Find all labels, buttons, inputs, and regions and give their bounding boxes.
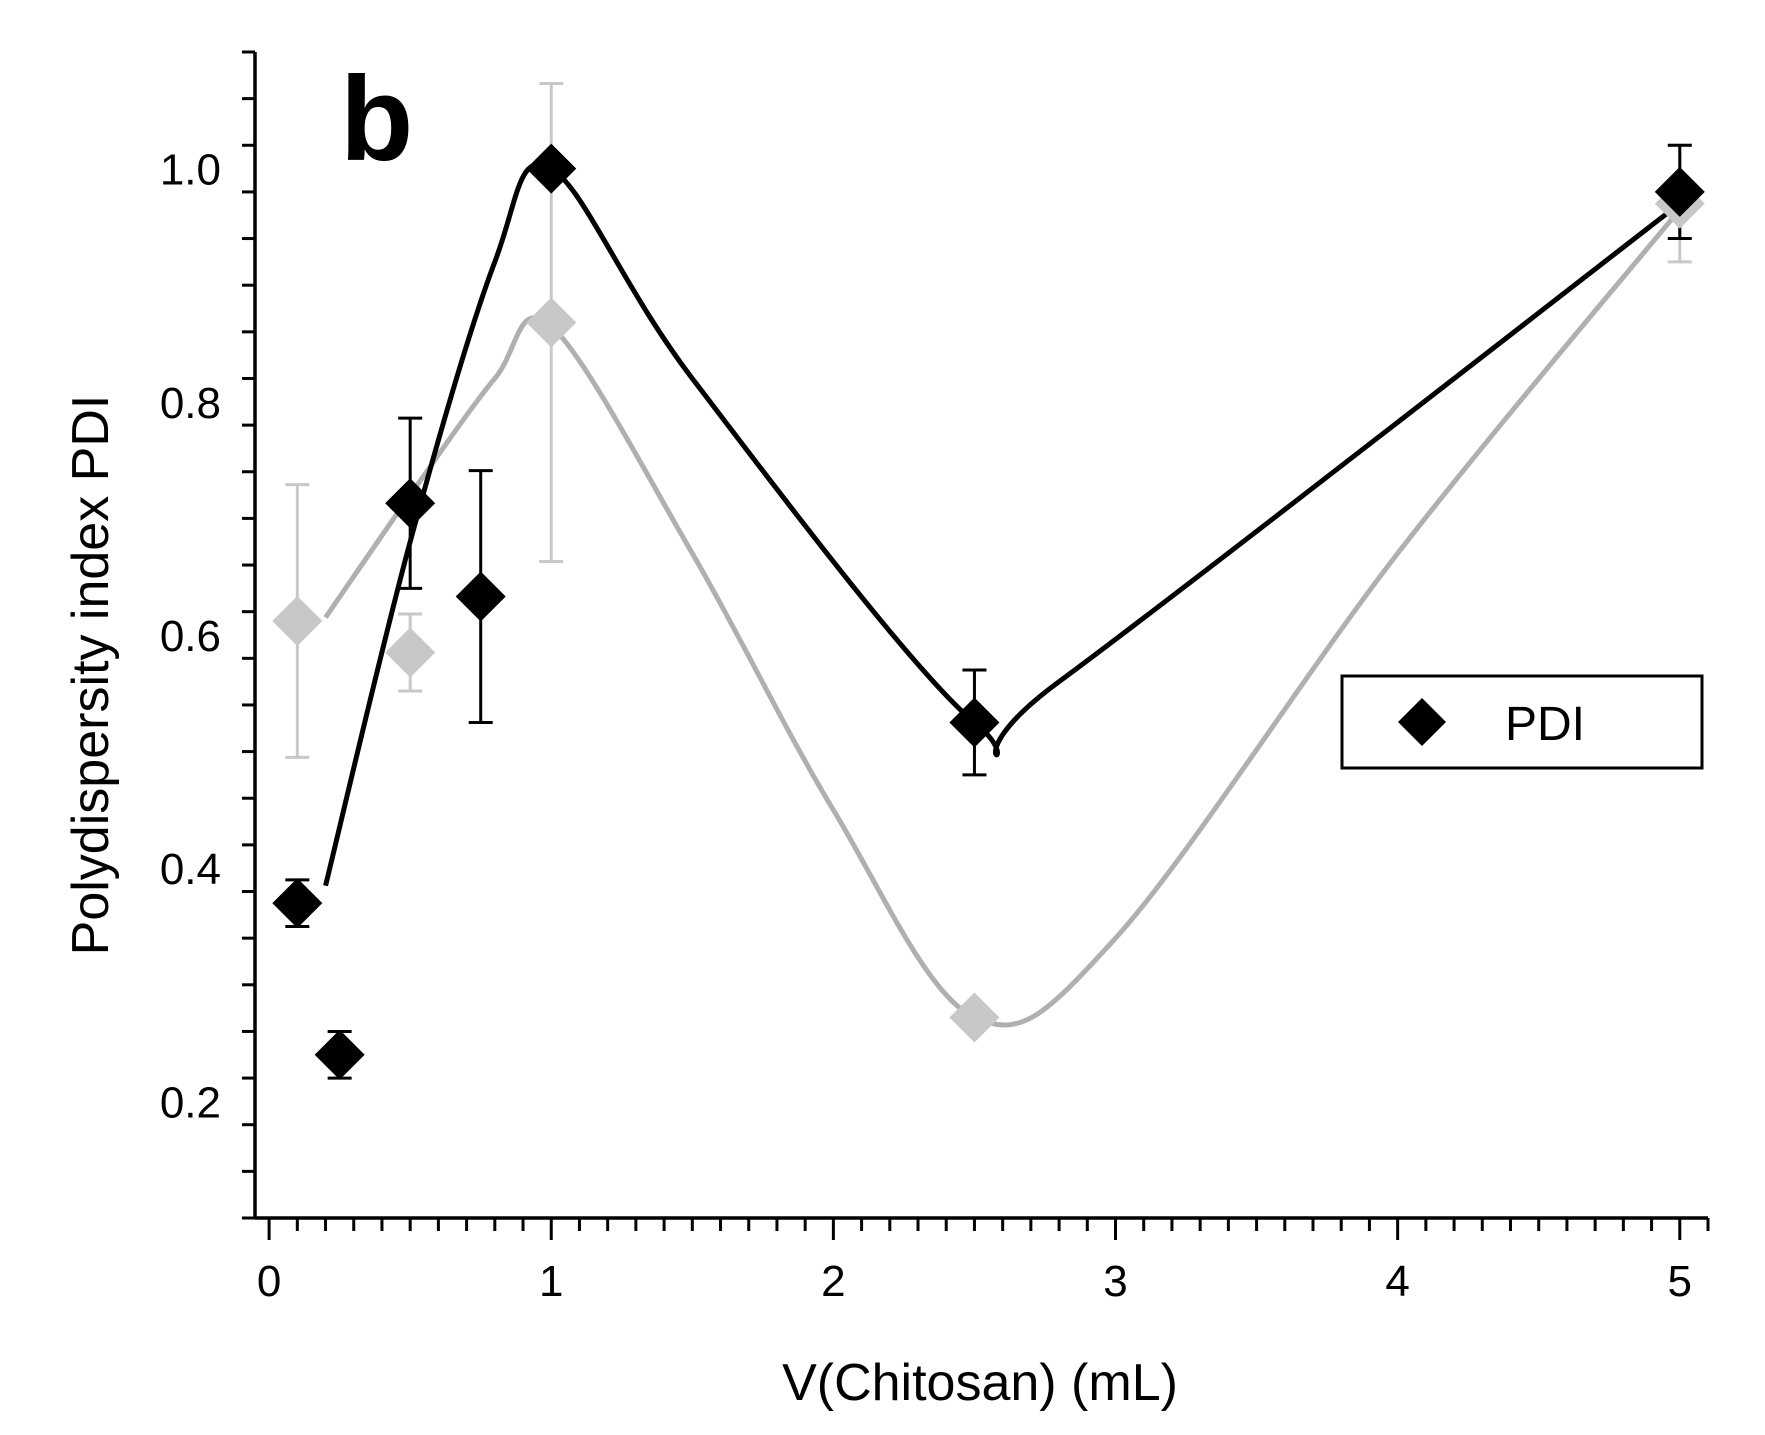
- series-0-curve: [323, 161, 1682, 887]
- y-tick-label: 1.0: [160, 146, 221, 195]
- panel-label: b: [340, 52, 413, 186]
- series-0-point-marker: [314, 1029, 365, 1080]
- series-1-curve: [323, 207, 1682, 1028]
- series-1-point-marker: [949, 992, 1000, 1043]
- x-tick-label: 2: [821, 1257, 845, 1306]
- x-tick-label: 3: [1103, 1257, 1127, 1306]
- series-0-point-marker: [455, 571, 506, 622]
- x-tick-label: 5: [1668, 1257, 1692, 1306]
- y-tick-label: 0.6: [160, 612, 221, 661]
- y-axis-title: Polydispersity index PDI: [62, 395, 120, 956]
- y-tick-label: 0.2: [160, 1078, 221, 1127]
- x-axis-ticks: 0 1 2 3 4 5: [257, 1218, 1710, 1306]
- series-0-point-marker: [949, 697, 1000, 748]
- series-1-point-marker: [526, 297, 577, 348]
- x-tick-label: 1: [539, 1257, 563, 1306]
- x-tick-label: 4: [1385, 1257, 1409, 1306]
- y-tick-label: 0.8: [160, 379, 221, 428]
- series-0-point-marker: [272, 878, 323, 929]
- error-bars: [285, 81, 1692, 1080]
- data-markers: [272, 143, 1705, 1080]
- series-1-point-marker: [385, 627, 436, 678]
- series-0-point-marker: [1654, 166, 1705, 217]
- x-axis-title: V(Chitosan) (mL): [782, 1354, 1178, 1412]
- plot-area: [272, 81, 1705, 1080]
- y-tick-label: 0.4: [160, 845, 221, 894]
- series-0-point-marker: [385, 478, 436, 529]
- series-1-point-marker: [272, 596, 323, 647]
- legend-diamond-marker: [1398, 698, 1446, 746]
- y-axis-ticks: 0.2 0.4 0.6 0.8 1.0: [160, 50, 255, 1220]
- legend-label-pdi: PDI: [1505, 698, 1585, 751]
- series-0-point-marker: [526, 143, 577, 194]
- x-tick-label: 0: [257, 1257, 281, 1306]
- series-curves: [323, 161, 1682, 1028]
- legend: PDI: [1340, 674, 1704, 770]
